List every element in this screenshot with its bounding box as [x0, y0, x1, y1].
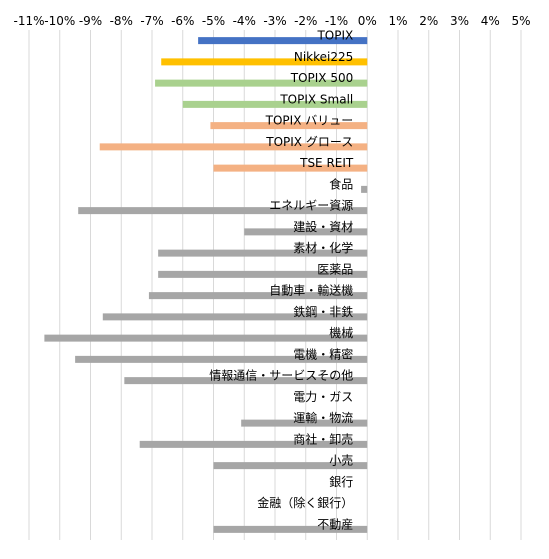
x-tick-label: -1% — [325, 14, 348, 28]
x-tick-label: -8% — [110, 14, 133, 28]
bar — [244, 228, 368, 236]
category-label: 食品 — [329, 176, 353, 191]
x-tick-label: 2% — [419, 14, 438, 28]
bar — [139, 440, 368, 448]
bar — [361, 185, 368, 193]
bar — [75, 355, 368, 363]
category-label: 建設・資材 — [293, 219, 353, 234]
bar — [198, 37, 368, 45]
x-tick-label: -6% — [171, 14, 194, 28]
x-tick-labels: -11% -10% -9% -8% -7% -6% -5% -4% -3% -2% -1% 0% 1% 2… — [13, 14, 530, 28]
bar — [158, 249, 368, 257]
category-label: TOPIX Small — [279, 92, 353, 106]
category-label: 機械 — [329, 325, 353, 340]
x-tick-label: 3% — [450, 14, 469, 28]
category-label: 電機・精密 — [293, 346, 353, 361]
bars — [44, 37, 368, 533]
x-tick-label: -9% — [79, 14, 102, 28]
x-tick-label: -5% — [202, 14, 225, 28]
category-labels: TOPIX Nikkei225 TOPIX 500 TOPIX Small TOPIX … — [209, 29, 354, 532]
x-tick-label: -7% — [140, 14, 163, 28]
category-label: 商社・卸売 — [293, 431, 353, 446]
bar — [124, 377, 368, 385]
x-tick-label: -4% — [233, 14, 256, 28]
bar — [155, 79, 368, 87]
bar — [78, 207, 368, 215]
bar — [213, 164, 368, 172]
bar — [148, 292, 368, 300]
category-label: TOPIX バリュー — [265, 114, 354, 128]
category-label: エネルギー資源 — [269, 199, 353, 213]
bar — [161, 58, 368, 66]
bar — [102, 313, 368, 321]
x-tick-label: -10% — [44, 14, 75, 28]
category-label: 銀行 — [329, 475, 353, 489]
category-label: TSE REIT — [299, 156, 354, 170]
category-label: TOPIX 500 — [290, 71, 354, 85]
bar — [241, 419, 368, 427]
bar — [210, 122, 368, 130]
category-label: 運輸・物流 — [293, 410, 353, 425]
x-tick-label: -11% — [13, 14, 44, 28]
x-tick-label: 0% — [358, 14, 377, 28]
bar — [44, 334, 368, 342]
bar — [158, 270, 368, 278]
x-tick-label: 1% — [388, 14, 407, 28]
category-label: 不動産 — [317, 516, 353, 531]
bar — [213, 462, 368, 470]
category-label: 自動車・輸送機 — [269, 283, 353, 298]
category-label: Nikkei225 — [294, 50, 353, 64]
bar — [213, 525, 368, 533]
bar — [182, 100, 368, 108]
x-tick-label: 5% — [511, 14, 530, 28]
x-tick-label: -2% — [294, 14, 317, 28]
category-label: 鉄鋼・非鉄 — [293, 304, 353, 319]
category-label: 情報通信・サービスその他 — [209, 369, 353, 383]
category-label: 電力・ガス — [293, 390, 353, 404]
category-label: TOPIX — [316, 29, 353, 43]
category-label: 小売 — [329, 453, 353, 468]
x-tick-label: -3% — [263, 14, 286, 28]
x-tick-label: 4% — [481, 14, 500, 28]
bar — [99, 143, 368, 151]
category-label: 医薬品 — [317, 262, 353, 276]
category-label: 金融（除く銀行） — [257, 495, 353, 510]
category-label: TOPIX グロース — [265, 135, 353, 149]
gridlines — [28, 30, 522, 540]
category-label: 素材・化学 — [293, 240, 353, 255]
